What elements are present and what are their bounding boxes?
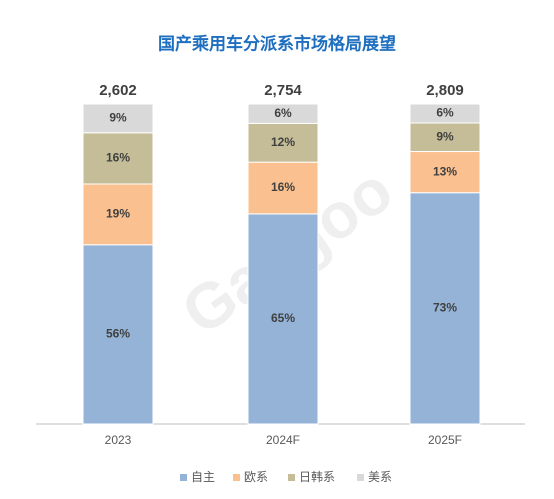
data-label: 6%: [436, 106, 454, 120]
bar-segment: [247, 161, 319, 215]
bar-segment: [82, 132, 154, 185]
x-tick-label: 2023: [105, 433, 132, 447]
legend-marker: [233, 474, 240, 481]
total-label: 2,602: [99, 82, 137, 99]
data-label: 16%: [271, 180, 295, 194]
data-label: 13%: [433, 164, 457, 178]
data-label: 12%: [271, 135, 295, 149]
data-label: 16%: [106, 151, 130, 165]
chart-title: 国产乘用车分派系市场格局展望: [158, 33, 396, 53]
data-label: 65%: [271, 311, 295, 325]
data-label: 73%: [433, 301, 457, 315]
data-label: 9%: [109, 111, 127, 125]
total-label: 2,754: [264, 82, 302, 99]
bar-segment: [247, 213, 319, 425]
x-tick-label: 2025F: [428, 433, 462, 447]
legend-label: 自主: [191, 470, 215, 484]
data-label: 56%: [106, 327, 130, 341]
total-label: 2,809: [426, 82, 464, 99]
bar-segment: [82, 183, 154, 246]
x-tick-label: 2024F: [266, 433, 300, 447]
bar-segment: [247, 122, 319, 163]
bar-segment: [82, 244, 154, 425]
legend-marker: [288, 474, 295, 481]
data-label: 6%: [274, 106, 292, 120]
bar-segment: [409, 103, 481, 124]
bar-segment: [409, 122, 481, 153]
data-label: 19%: [106, 207, 130, 221]
legend-label: 日韩系: [299, 469, 335, 484]
bar-segment: [409, 192, 481, 425]
bar-segment: [247, 103, 319, 124]
legend-label: 欧系: [244, 470, 268, 484]
bar-segment: [409, 151, 481, 194]
legend-marker: [180, 474, 187, 481]
legend-marker: [357, 474, 364, 481]
legend-label: 美系: [368, 470, 392, 484]
bar-segment: [82, 103, 154, 134]
data-label: 9%: [436, 129, 454, 143]
